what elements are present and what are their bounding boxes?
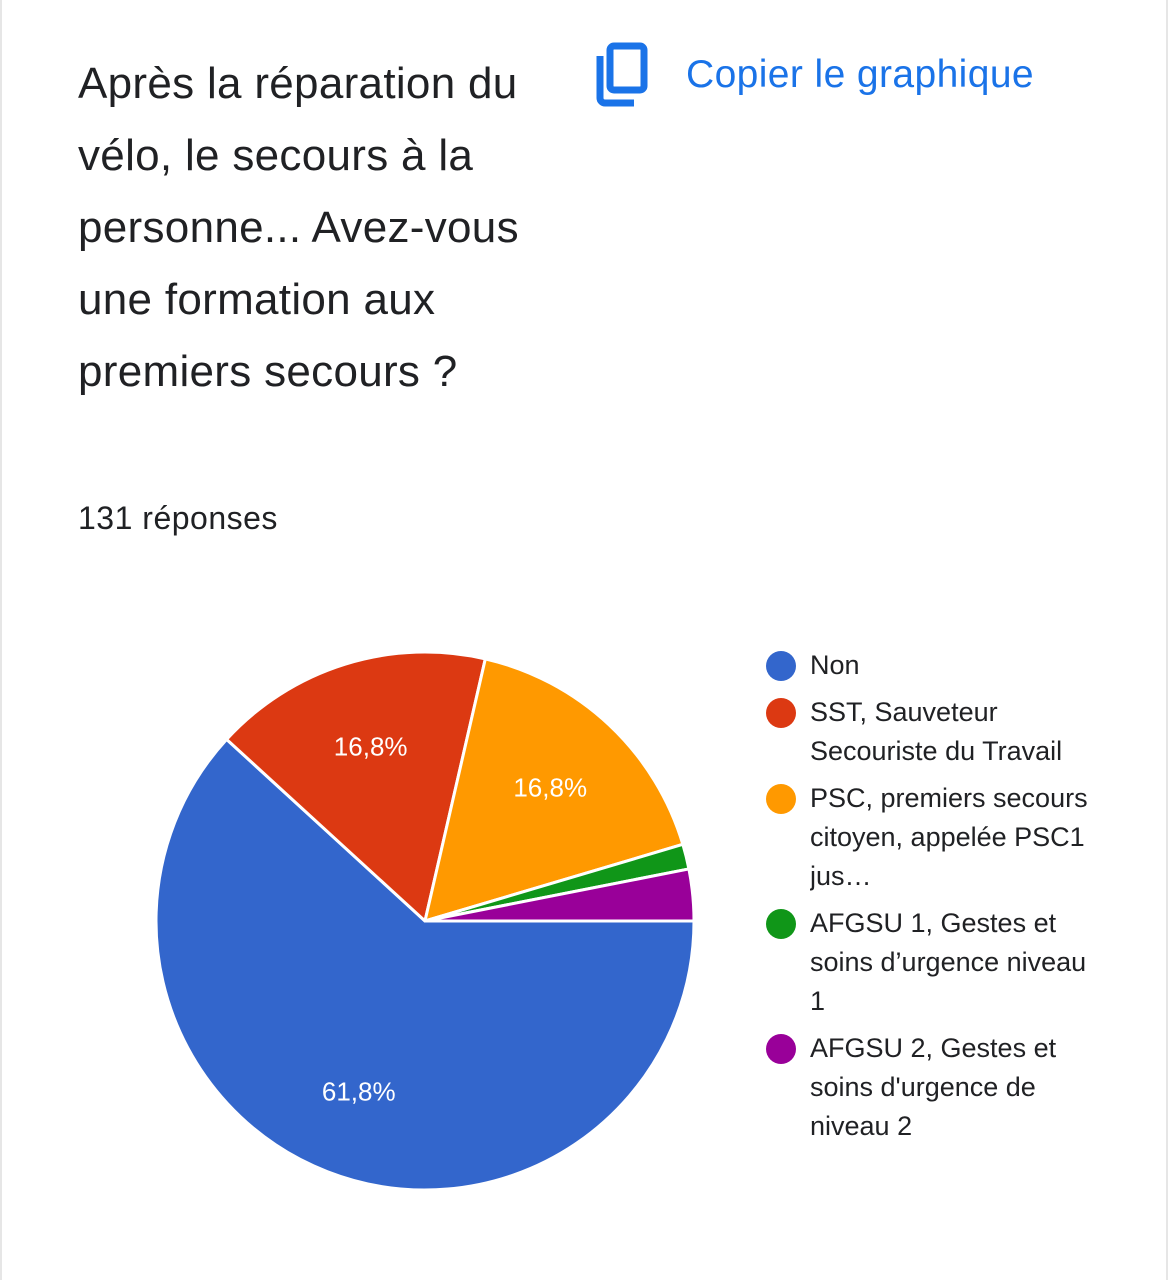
response-count: 131 réponses	[78, 500, 278, 536]
legend-label: SST, Sauveteur Secouriste du Travail	[810, 697, 1063, 766]
pie-slice-5[interactable]	[423, 867, 696, 923]
legend-swatch	[766, 909, 796, 939]
legend-swatch	[766, 1034, 796, 1064]
legend-label: Non	[810, 650, 860, 680]
legend-label: PSC, premiers secours citoyen, appelée P…	[810, 783, 1088, 891]
legend-swatch	[766, 651, 796, 681]
copy-icon	[596, 42, 648, 107]
copy-chart-label: Copier le graphique	[686, 53, 1034, 96]
pie-slice-1[interactable]	[154, 737, 696, 1192]
legend-item[interactable]: SST, Sauveteur Secouriste du Travail	[766, 693, 1106, 771]
legend-item[interactable]: AFGSU 2, Gestes et soins d'urgence de ni…	[766, 1029, 1106, 1146]
legend-label: AFGSU 1, Gestes et soins d’urgence nivea…	[810, 908, 1087, 1016]
pie-slice-3[interactable]	[423, 657, 685, 923]
chart-legend: Non SST, Sauveteur Secouriste du Travail P…	[766, 646, 1106, 1154]
legend-item[interactable]: Non	[766, 646, 1106, 685]
question-title: Après la réparation du vélo, le secours …	[78, 59, 519, 396]
copy-chart-button[interactable]: Copier le graphique	[594, 42, 1034, 108]
legend-swatch	[766, 784, 796, 814]
legend-label: AFGSU 2, Gestes et soins d'urgence de ni…	[810, 1033, 1057, 1141]
legend-item[interactable]: PSC, premiers secours citoyen, appelée P…	[766, 779, 1106, 896]
pie-slice-2[interactable]	[225, 650, 487, 923]
legend-swatch	[766, 698, 796, 728]
legend-item[interactable]: AFGSU 1, Gestes et soins d’urgence nivea…	[766, 904, 1106, 1021]
